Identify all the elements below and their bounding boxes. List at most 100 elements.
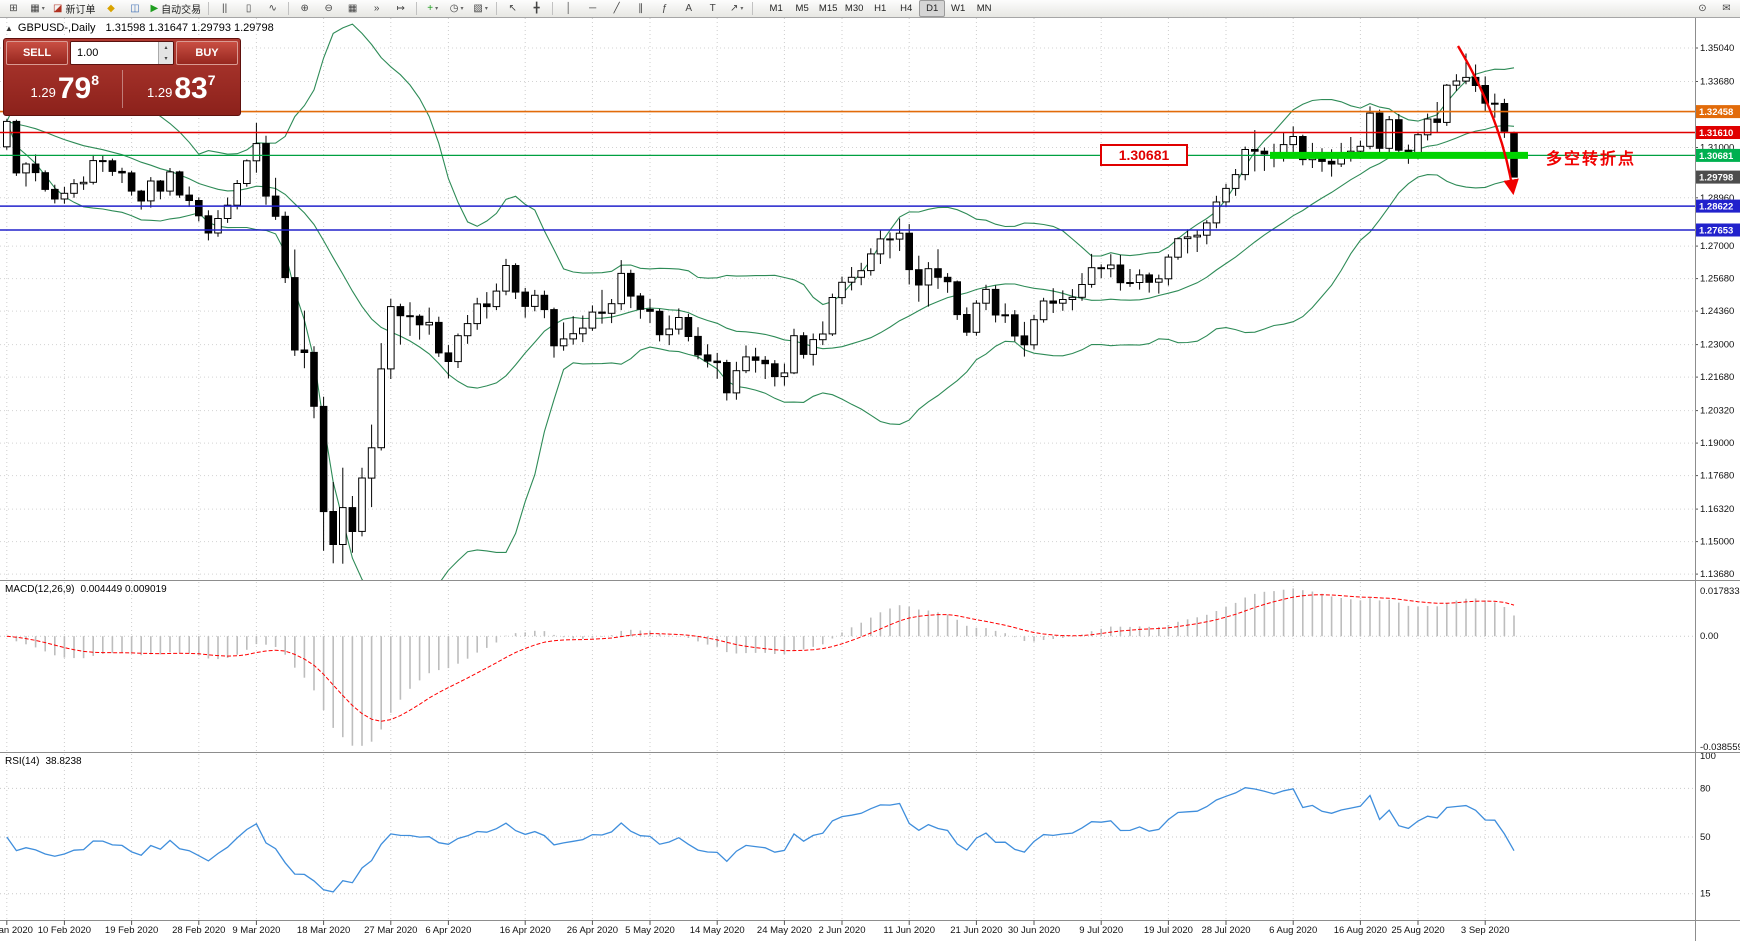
sell-button[interactable]: SELL	[6, 41, 68, 65]
timeframe-m15-button[interactable]: M15	[818, 3, 838, 14]
svg-text:1.25680: 1.25680	[1700, 274, 1734, 285]
templates-button[interactable]: ▧ ▾	[469, 0, 492, 17]
turning-point-annotation[interactable]: 多空转折点	[1546, 151, 1637, 169]
metaeditor-button[interactable]: ◆	[99, 0, 122, 17]
new-order-icon: ◪	[53, 2, 63, 14]
svg-text:1.17680: 1.17680	[1700, 471, 1734, 482]
price-level-label[interactable]: 1.30681	[1100, 144, 1188, 167]
svg-text:1.15000: 1.15000	[1700, 537, 1734, 548]
new-order-label: 新订单	[65, 5, 96, 16]
line-chart-button[interactable]: ∿	[261, 0, 284, 17]
buy-button[interactable]: BUY	[176, 41, 238, 65]
bollinger-lower	[6, 121, 1515, 580]
chevron-down-icon: ▾	[460, 6, 464, 12]
svg-text:1.23000: 1.23000	[1700, 340, 1734, 351]
timeframe-m5-button[interactable]: M5	[795, 3, 809, 14]
autotrading-button[interactable]: ▶ 自动交易	[147, 0, 204, 17]
svg-text:1.31000: 1.31000	[1700, 143, 1734, 154]
vertical-line-button[interactable]: │	[557, 0, 580, 17]
svg-text:1.27000: 1.27000	[1700, 241, 1734, 252]
bollinger-middle	[6, 120, 1515, 389]
volume-down-button[interactable]: ▾	[159, 53, 173, 64]
chart-shift-button[interactable]: ↦	[389, 0, 412, 17]
candlestick-chart-button[interactable]: ▯	[237, 0, 260, 17]
terminal-icon: ◫	[130, 2, 140, 14]
autotrading-label: 自动交易	[161, 5, 202, 16]
equidistant-channel-icon: ∥	[638, 2, 644, 14]
timeframe-m1-button[interactable]: M1	[769, 3, 783, 14]
buy-price-small: 1.29	[147, 84, 173, 100]
periods-button[interactable]: ◷ ▾	[445, 0, 468, 17]
volume-up-button[interactable]: ▴	[159, 42, 173, 53]
svg-text:2 Jun 2020: 2 Jun 2020	[818, 925, 865, 936]
community-button[interactable]: ✉	[1715, 0, 1738, 17]
svg-text:1.28622: 1.28622	[1699, 202, 1733, 213]
svg-text:100: 100	[1700, 751, 1716, 762]
svg-text:9 Mar 2020: 9 Mar 2020	[232, 925, 280, 936]
cursor-icon: ↖	[508, 2, 517, 14]
indicators-button[interactable]: + ▾	[421, 0, 444, 17]
price-divider	[121, 70, 123, 108]
chevron-down-icon: ▾	[740, 6, 744, 12]
bar-chart-button[interactable]: ||	[213, 0, 236, 17]
svg-text:50: 50	[1700, 832, 1711, 843]
zoom-in-icon: ⊕	[300, 2, 309, 14]
autotrading-icon: ▶	[150, 2, 159, 14]
sell-price-sup: 8	[91, 72, 99, 88]
trend-arrow[interactable]	[1456, 45, 1519, 196]
macd-axis-labels: 0.017833 0.00 -0.038559	[1700, 586, 1740, 753]
timeframe-d1-button[interactable]: D1	[919, 0, 946, 17]
zoom-out-icon: ⊖	[324, 2, 333, 14]
new-order-button[interactable]: ◪ 新订单	[50, 0, 98, 17]
rsi-line	[6, 787, 1515, 893]
macd-values: 0.004449 0.009019	[80, 584, 167, 595]
auto-scroll-button[interactable]: »	[365, 0, 388, 17]
zoom-out-button[interactable]: ⊖	[317, 0, 340, 17]
terminal-button[interactable]: ◫	[123, 0, 146, 17]
timeframe-w1-button[interactable]: W1	[951, 3, 966, 14]
new-chart-button[interactable]: ⊞	[2, 0, 25, 17]
toolbar-separator	[752, 2, 754, 15]
arrows-button[interactable]: ↗ ▾	[725, 0, 748, 17]
crosshair-button[interactable]: ╋	[525, 0, 548, 17]
svg-text:1.32458: 1.32458	[1699, 107, 1733, 118]
sell-price[interactable]: 1.29 79 8	[6, 65, 122, 113]
metaeditor-icon: ◆	[107, 2, 115, 14]
zoom-in-button[interactable]: ⊕	[293, 0, 316, 17]
svg-text:5 May 2020: 5 May 2020	[625, 925, 675, 936]
tile-windows-button[interactable]: ▦	[341, 0, 364, 17]
svg-text:1.19000: 1.19000	[1700, 438, 1734, 449]
fibonacci-icon: ƒ	[661, 2, 668, 14]
chart-shift-icon: ↦	[396, 2, 405, 14]
svg-text:1.29798: 1.29798	[1699, 173, 1733, 184]
timeframe-h4-button[interactable]: H4	[900, 3, 913, 14]
symbol-search-button[interactable]: ⊙	[1691, 0, 1714, 17]
svg-text:6 Aug 2020: 6 Aug 2020	[1269, 925, 1317, 936]
timeframe-m30-button[interactable]: M30	[844, 3, 864, 14]
equidistant-channel-button[interactable]: ∥	[629, 0, 652, 17]
svg-text:9 Jul 2020: 9 Jul 2020	[1079, 925, 1123, 936]
rsi-level-lines	[0, 787, 1695, 895]
profiles-button[interactable]: ▦ ▾	[26, 0, 49, 17]
buy-price[interactable]: 1.29 83 7	[123, 65, 239, 113]
svg-text:27 Mar 2020: 27 Mar 2020	[364, 925, 417, 936]
macd-indicator-label: MACD(12,26,9) 0.004449 0.009019	[5, 584, 173, 595]
one-click-collapse-icon[interactable]: ▲	[5, 23, 13, 33]
timeframe-h1-button[interactable]: H1	[874, 3, 887, 14]
svg-text:1.20320: 1.20320	[1700, 406, 1734, 417]
horizontal-line-button[interactable]: ─	[581, 0, 604, 17]
trendline-button[interactable]: ╱	[605, 0, 628, 17]
svg-text:19 Jul 2020: 19 Jul 2020	[1144, 925, 1193, 936]
fibonacci-button[interactable]: ƒ	[653, 0, 676, 17]
text-label-button[interactable]: T	[701, 0, 724, 17]
cursor-button[interactable]: ↖	[501, 0, 524, 17]
text-button[interactable]: A	[677, 0, 700, 17]
volume-input[interactable]	[71, 42, 158, 64]
horizontal-level-lines[interactable]	[0, 110, 1695, 231]
timeframe-mn-button[interactable]: MN	[976, 3, 992, 14]
svg-text:1.13680: 1.13680	[1700, 569, 1734, 580]
bollinger-upper	[6, 23, 1515, 306]
svg-text:18 Mar 2020: 18 Mar 2020	[297, 925, 350, 936]
rsi-name: RSI(14)	[5, 756, 40, 767]
